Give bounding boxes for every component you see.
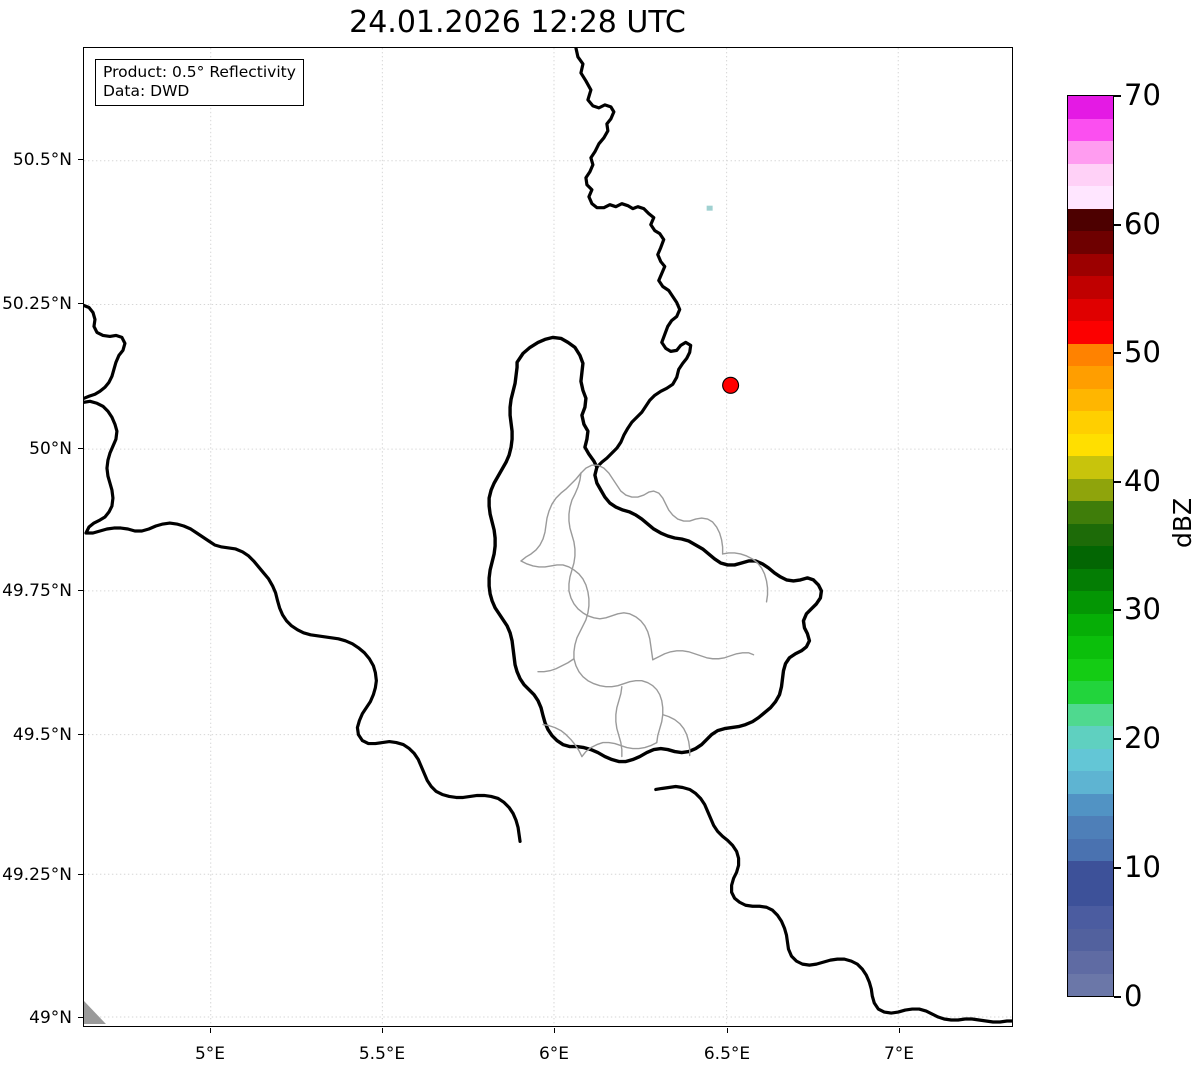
colorbar-band <box>1068 928 1113 951</box>
x-tickmark <box>382 1028 384 1033</box>
colorbar-tickmark <box>1114 481 1121 483</box>
colorbar-band <box>1068 951 1113 974</box>
luxembourg-border <box>487 335 824 764</box>
x-tickmark <box>727 1028 729 1033</box>
belgium-germany-border <box>574 48 693 469</box>
colorbar-band <box>1068 186 1113 209</box>
colorbar-band <box>1068 658 1113 681</box>
colorbar-tick-label: 10 <box>1124 850 1161 884</box>
x-tick-label: 6°E <box>538 1044 570 1064</box>
colorbar-band <box>1068 298 1113 321</box>
colorbar-band <box>1068 501 1113 524</box>
data-source-line: Data: DWD <box>103 81 190 100</box>
luxembourg-district-borders <box>520 464 769 758</box>
colorbar-tickmark <box>1114 738 1121 740</box>
colorbar-tick-label: 30 <box>1124 592 1161 626</box>
colorbar-band <box>1068 253 1113 276</box>
colorbar-band <box>1068 838 1113 861</box>
colorbar-band <box>1068 703 1113 726</box>
colorbar-band <box>1068 343 1113 366</box>
colorbar-tickmark <box>1114 352 1121 354</box>
map-plot-area[interactable]: Product: 0.5° Reflectivity Data: DWD <box>83 47 1013 1027</box>
colorbar-tickmark <box>1114 609 1121 611</box>
colorbar-band <box>1068 681 1113 704</box>
border-fragment <box>84 1001 106 1025</box>
colorbar-band <box>1068 748 1113 771</box>
colorbar-band <box>1068 568 1113 591</box>
colorbar-tick-label: 50 <box>1124 335 1161 369</box>
colorbar-tickmark <box>1114 996 1121 998</box>
colorbar-band <box>1068 883 1113 906</box>
y-tick-label: 50.5°N <box>12 150 72 170</box>
colorbar-tick-label: 40 <box>1124 464 1161 498</box>
colorbar-tickmark <box>1114 224 1121 226</box>
colorbar-band <box>1068 433 1113 456</box>
colorbar-band <box>1068 388 1113 411</box>
x-tickmark <box>899 1028 901 1033</box>
colorbar-band <box>1068 636 1113 659</box>
colorbar-band <box>1068 208 1113 231</box>
y-tick-label: 49.75°N <box>2 581 72 601</box>
faint-echo-cell <box>706 205 713 211</box>
france-germany-border <box>654 784 1012 1024</box>
colorbar-band <box>1068 478 1113 501</box>
belgium-france-border <box>84 303 522 843</box>
colorbar-band <box>1068 456 1113 479</box>
colorbar-axis-label: dBZ <box>1168 497 1197 548</box>
colorbar-band <box>1068 411 1113 434</box>
colorbar-band <box>1068 546 1113 569</box>
x-tick-label: 5°E <box>194 1044 226 1064</box>
colorbar-band <box>1068 793 1113 816</box>
page-title: 24.01.2026 12:28 UTC <box>349 5 686 40</box>
dbz-colorbar[interactable] <box>1067 95 1114 997</box>
y-tick-label: 49°N <box>29 1008 72 1028</box>
colorbar-band <box>1068 321 1113 344</box>
grid-lines <box>84 48 1012 1026</box>
colorbar-band <box>1068 906 1113 929</box>
colorbar-band <box>1068 118 1113 141</box>
x-tickmark <box>210 1028 212 1033</box>
colorbar-band <box>1068 141 1113 164</box>
colorbar-tick-label: 70 <box>1124 78 1161 112</box>
colorbar-band <box>1068 231 1113 254</box>
colorbar-band <box>1068 861 1113 884</box>
colorbar-band <box>1068 523 1113 546</box>
map-canvas <box>84 48 1012 1026</box>
colorbar-tick-label: 60 <box>1124 207 1161 241</box>
colorbar-tickmark <box>1114 95 1121 97</box>
colorbar-band <box>1068 816 1113 839</box>
colorbar-band <box>1068 613 1113 636</box>
x-tickmark <box>554 1028 556 1033</box>
radar-station-marker[interactable] <box>722 376 740 394</box>
y-tick-label: 50°N <box>29 439 72 459</box>
y-tick-label: 49.5°N <box>12 725 72 745</box>
x-tick-label: 7°E <box>883 1044 915 1064</box>
product-line: Product: 0.5° Reflectivity <box>103 63 296 81</box>
x-tick-label: 6.5°E <box>703 1044 751 1064</box>
colorbar-band <box>1068 276 1113 299</box>
colorbar-band <box>1068 96 1113 119</box>
colorbar-band <box>1068 591 1113 614</box>
colorbar-tickmark <box>1114 867 1121 869</box>
colorbar-band <box>1068 771 1113 794</box>
colorbar-band <box>1068 366 1113 389</box>
product-info-box: Product: 0.5° Reflectivity Data: DWD <box>95 59 304 106</box>
x-tick-label: 5.5°E <box>358 1044 406 1064</box>
y-tick-label: 50.25°N <box>2 294 72 314</box>
colorbar-band <box>1068 163 1113 186</box>
y-tick-label: 49.25°N <box>2 865 72 885</box>
colorbar-band <box>1068 726 1113 749</box>
colorbar-band <box>1068 973 1113 996</box>
colorbar-tick-label: 20 <box>1124 721 1161 755</box>
colorbar-tick-label: 0 <box>1124 979 1143 1013</box>
